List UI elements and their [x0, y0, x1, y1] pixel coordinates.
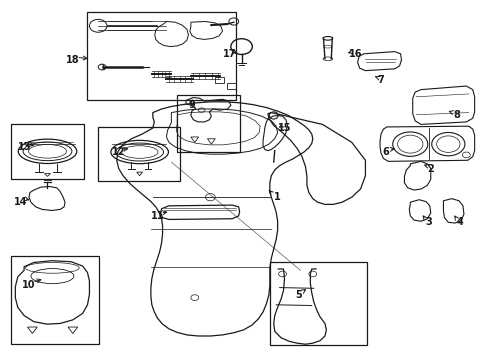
Bar — [227, 83, 236, 89]
Text: 3: 3 — [425, 217, 431, 227]
Text: 1: 1 — [274, 192, 281, 202]
Text: 14: 14 — [14, 197, 28, 207]
Text: 17: 17 — [223, 49, 236, 59]
Text: 15: 15 — [277, 123, 291, 133]
Bar — [11, 125, 83, 179]
Text: 4: 4 — [456, 217, 463, 227]
Bar — [177, 95, 239, 152]
Text: 16: 16 — [348, 49, 362, 59]
Bar — [11, 256, 99, 344]
Text: 8: 8 — [452, 110, 459, 120]
Text: 5: 5 — [295, 290, 302, 300]
Bar — [87, 12, 235, 100]
Text: 7: 7 — [377, 75, 384, 85]
Text: 11: 11 — [151, 211, 164, 221]
Bar — [98, 127, 180, 181]
Text: 10: 10 — [22, 280, 36, 290]
Text: 12: 12 — [112, 147, 125, 157]
Text: 13: 13 — [18, 142, 32, 152]
Text: 18: 18 — [66, 55, 80, 65]
Bar — [269, 262, 366, 345]
Text: 2: 2 — [427, 163, 433, 174]
Text: 9: 9 — [188, 100, 195, 110]
Bar — [215, 77, 224, 83]
Text: 6: 6 — [382, 147, 388, 157]
